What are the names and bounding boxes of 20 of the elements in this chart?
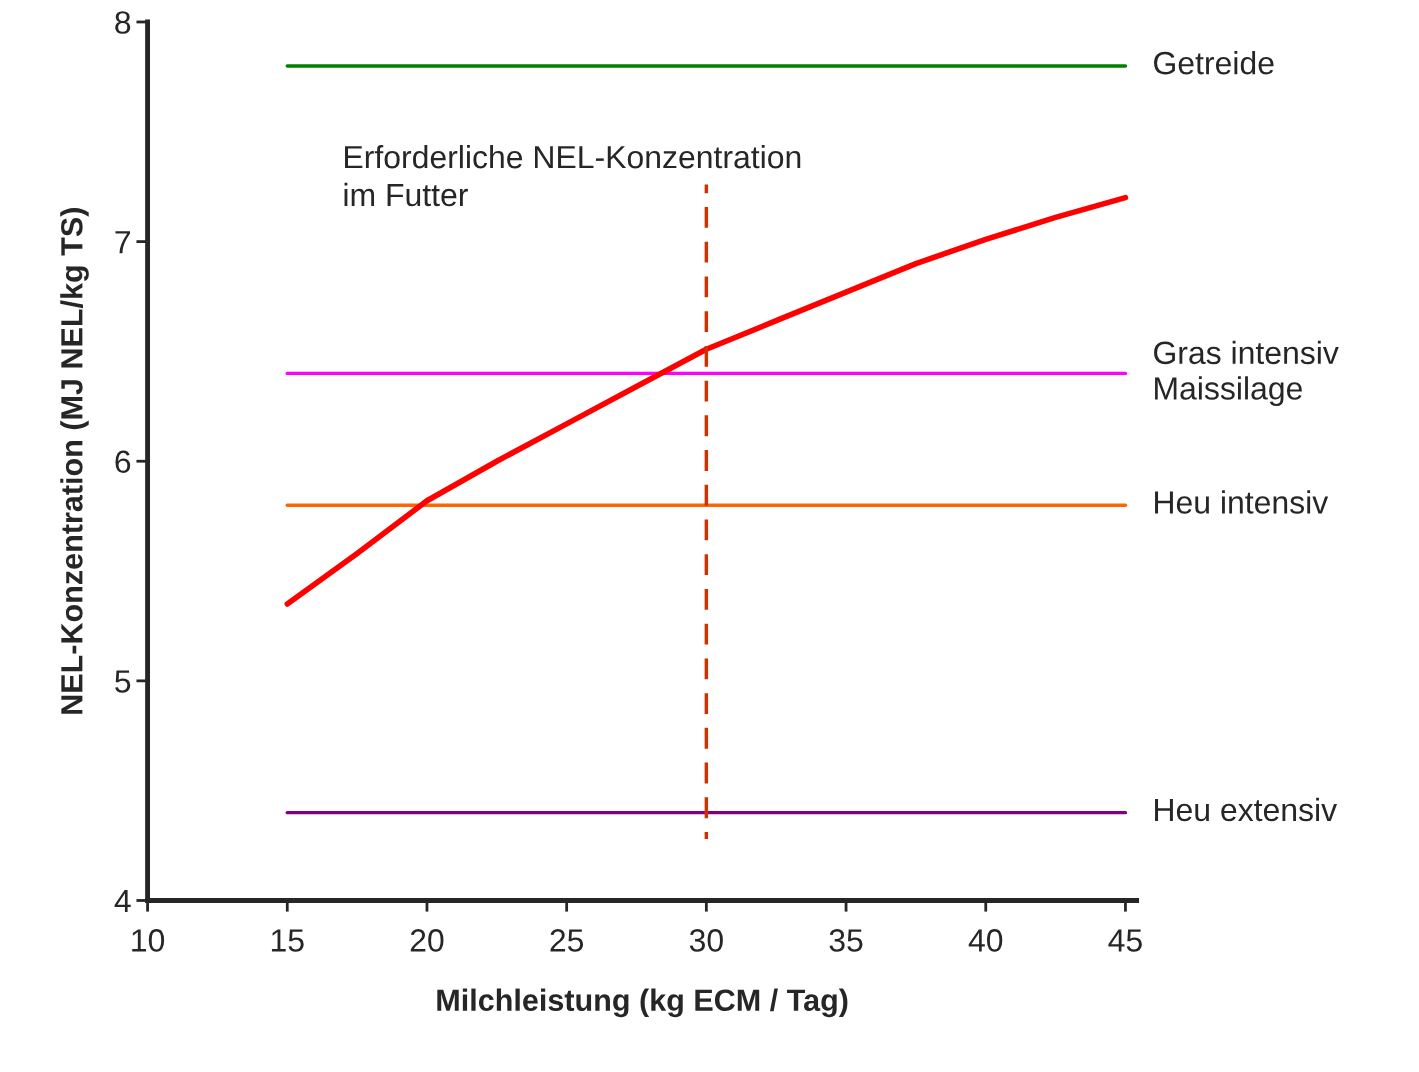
x-tick-label: 20 — [410, 929, 444, 952]
y-tick-label: 7 — [115, 231, 130, 254]
y-tick-label: 6 — [115, 450, 131, 474]
x-tick-label: 35 — [829, 929, 863, 952]
x-tick-label: 45 — [1108, 929, 1142, 952]
x-tick-label: 15 — [271, 929, 304, 952]
x-tick-label: 10 — [132, 929, 165, 952]
y-axis-title: NEL-Konzentration (MJ NEL/kg TS) — [60, 208, 89, 714]
series-label: Getreide — [1154, 51, 1274, 75]
x-tick-label: 30 — [689, 929, 723, 952]
x-tick-label: 25 — [550, 929, 584, 952]
series-label: Gras intensiv Maissilage — [1154, 340, 1339, 407]
y-tick-label: 5 — [115, 670, 131, 693]
y-tick-label: 8 — [115, 11, 131, 34]
x-tick-label: 40 — [968, 929, 1003, 952]
y-tick-label: 4 — [114, 890, 131, 913]
series-label: Heu intensiv — [1155, 490, 1329, 514]
series-label: Heu extensiv — [1155, 797, 1337, 822]
annotation: Erforderliche NEL-Konzentration im Futter — [344, 144, 801, 207]
x-axis-title: Milchleistung (kg ECM / Tag) — [437, 988, 848, 1018]
